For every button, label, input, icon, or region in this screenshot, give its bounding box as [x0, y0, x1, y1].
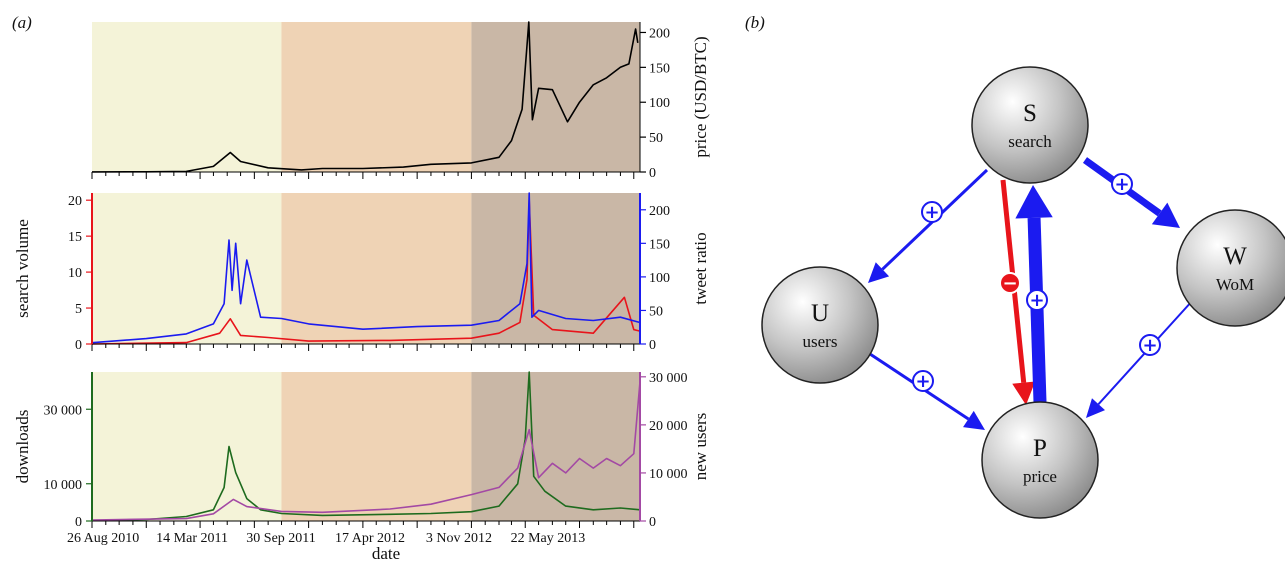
x-tick-label: 17 Apr 2012 — [335, 531, 405, 546]
y-right-tick-label: 50 — [649, 131, 663, 146]
edge-sign-badge — [999, 272, 1021, 294]
edge-sign-label: − — [1002, 273, 1017, 294]
y-right-tick-label: 200 — [649, 204, 670, 219]
edge-arrowhead — [1015, 185, 1053, 219]
phase-band-2 — [471, 372, 640, 521]
panel-a-label: (a) — [12, 13, 32, 32]
x-tick-label: 26 Aug 2010 — [67, 531, 139, 546]
y-left-tick-label: 15 — [68, 230, 82, 245]
node-letter: U — [811, 300, 829, 327]
edge-p-to-s: + — [1015, 185, 1053, 403]
edge-sign-label: + — [1114, 174, 1129, 195]
phase-band-1 — [281, 193, 472, 344]
node-circle — [1176, 209, 1285, 327]
node-letter: W — [1223, 243, 1247, 270]
x-tick-label: 30 Sep 2011 — [246, 531, 315, 546]
edge-s-to-w: + — [1082, 157, 1180, 228]
y-right-tick-label: 20 000 — [649, 419, 688, 434]
y-right-tick-label: 0 — [649, 166, 656, 181]
chart-panel-price: 0 50 100 150 200 price (USD/BTC) — [91, 21, 710, 181]
y-left-axis-label: downloads — [13, 410, 32, 484]
series-line-downloads-users-1 — [91, 381, 641, 521]
y-right-axis-label: price (USD/BTC) — [691, 36, 710, 157]
y-left-tick-label: 0 — [75, 338, 82, 353]
edge-sign-label: + — [924, 202, 939, 223]
edge-sign-label: + — [915, 371, 930, 392]
series-line-search-tweets-0 — [91, 199, 641, 345]
y-right-tick-label: 150 — [649, 61, 670, 76]
node-wom: W WoM — [1176, 209, 1285, 327]
y-right-tick-label: 0 — [649, 338, 656, 353]
edge-sign-badge — [1111, 173, 1133, 195]
node-letter: S — [1023, 100, 1037, 127]
x-tick-label: 22 May 2013 — [511, 531, 586, 546]
y-left-tick-label: 10 — [68, 266, 82, 281]
y-right-tick-label: 10 000 — [649, 467, 688, 482]
y-left-axis-label: search volume — [13, 219, 32, 318]
chart-panel-downloads-users: 0 10 000 30 000 downloads 0 10 000 20 000 30 00… — [13, 371, 710, 563]
phase-band-0 — [92, 193, 282, 344]
y-left-tick-label: 20 — [68, 194, 82, 209]
series-line-price-0 — [91, 21, 639, 173]
edge-sign-badge — [921, 201, 943, 223]
y-right-tick-label: 100 — [649, 271, 670, 286]
x-axis-label: date — [372, 544, 400, 563]
y-right-tick-label: 100 — [649, 96, 670, 111]
phase-band-0 — [92, 22, 282, 172]
edge-sign-label: + — [1029, 290, 1044, 311]
phase-band-1 — [281, 22, 472, 172]
phase-band-0 — [92, 372, 282, 521]
y-right-tick-label: 30 000 — [649, 371, 688, 386]
edge-sign-badge — [912, 370, 934, 392]
node-circle — [981, 401, 1099, 519]
node-circle — [971, 66, 1089, 184]
edge-w-to-p: + — [1086, 299, 1194, 418]
y-right-axis-label: tweet ratio — [691, 232, 710, 304]
y-left-tick-label: 30 000 — [44, 403, 83, 418]
edge-sign-badge — [1026, 289, 1048, 311]
y-left-tick-label: 5 — [75, 302, 82, 317]
phase-band-1 — [281, 372, 472, 521]
edge-arrowhead — [868, 262, 890, 283]
y-left-tick-label: 10 000 — [44, 478, 83, 493]
edge-arrowhead — [1012, 381, 1036, 405]
y-right-axis-label: new users — [691, 413, 710, 481]
y-right-tick-label: 150 — [649, 237, 670, 252]
node-letter: P — [1033, 435, 1047, 462]
x-tick-label: 3 Nov 2012 — [426, 531, 492, 546]
node-name: search — [1008, 132, 1052, 151]
node-circle — [761, 266, 879, 384]
edge-sign-badge — [1139, 334, 1161, 356]
node-name: WoM — [1216, 275, 1254, 294]
edge-u-to-p: + — [869, 352, 985, 430]
node-name: users — [803, 332, 838, 351]
node-name: price — [1023, 467, 1057, 486]
edge-arrowhead — [1151, 202, 1180, 228]
series-line-downloads-users-0 — [91, 371, 641, 522]
y-right-tick-label: 0 — [649, 515, 656, 530]
y-right-tick-label: 50 — [649, 304, 663, 319]
edge-arrowhead — [963, 410, 985, 430]
edge-sign-label: + — [1142, 335, 1157, 356]
series-line-search-tweets-1 — [91, 192, 641, 344]
panel-a-charts: 0 50 100 150 200 price (USD/BTC) 0 5 10 15 20 searc… — [13, 21, 710, 563]
x-tick-label: 14 Mar 2011 — [156, 531, 228, 546]
y-right-tick-label: 200 — [649, 26, 670, 41]
edge-s-to-u: + — [868, 168, 989, 283]
edge-arrowhead — [1086, 398, 1106, 418]
edge-s-to-p: − — [999, 179, 1036, 405]
panel-b-label: (b) — [745, 13, 765, 32]
chart-panel-search-tweets: 0 5 10 15 20 search volume 0 50 100 150 200 tweet r… — [13, 192, 710, 353]
y-left-tick-label: 0 — [75, 515, 82, 530]
